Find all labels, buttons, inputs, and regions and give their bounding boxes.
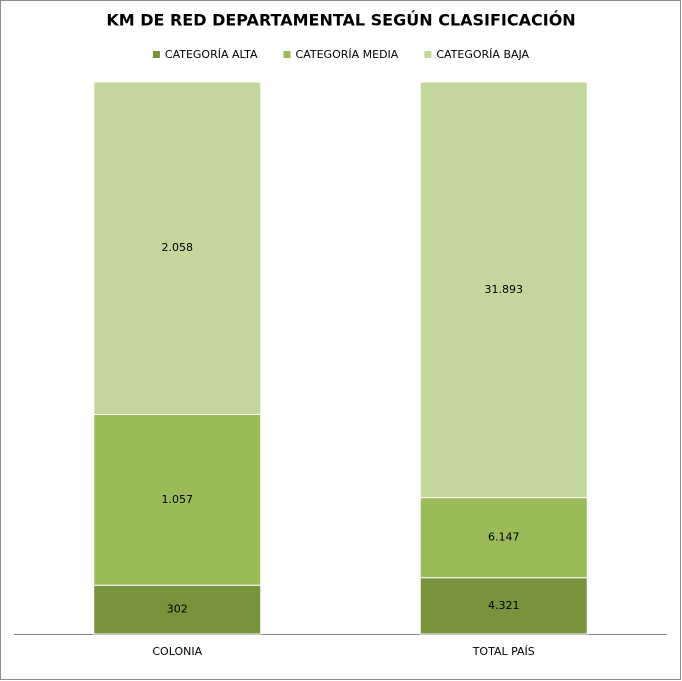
legend-label: CATEGORÍA MEDIA	[296, 48, 399, 61]
data-label: 2.058	[162, 241, 194, 254]
data-label: 6.147	[488, 531, 520, 544]
bar-segment	[93, 584, 262, 635]
bar-segment	[93, 413, 262, 586]
x-tick-label: COLONIA	[152, 645, 202, 658]
bar-segment	[419, 497, 588, 579]
data-label: 302	[167, 603, 188, 616]
data-label: 1.057	[162, 493, 194, 506]
bar-segment	[419, 81, 588, 499]
x-tick-label: TOTAL PAÍS	[472, 645, 535, 658]
legend-swatch	[152, 51, 160, 58]
data-label: 4.321	[488, 599, 520, 612]
legend-swatch	[283, 51, 291, 58]
data-label: 31.893	[485, 283, 524, 296]
legend-label: CATEGORÍA BAJA	[436, 48, 529, 61]
legend-swatch	[424, 51, 432, 58]
bar-segment	[93, 81, 262, 415]
legend-label: CATEGORÍA ALTA	[165, 48, 258, 61]
chart-title: KM DE RED DEPARTAMENTAL SEGÚN CLASIFICAC…	[106, 11, 575, 30]
bar-segment	[419, 577, 588, 635]
